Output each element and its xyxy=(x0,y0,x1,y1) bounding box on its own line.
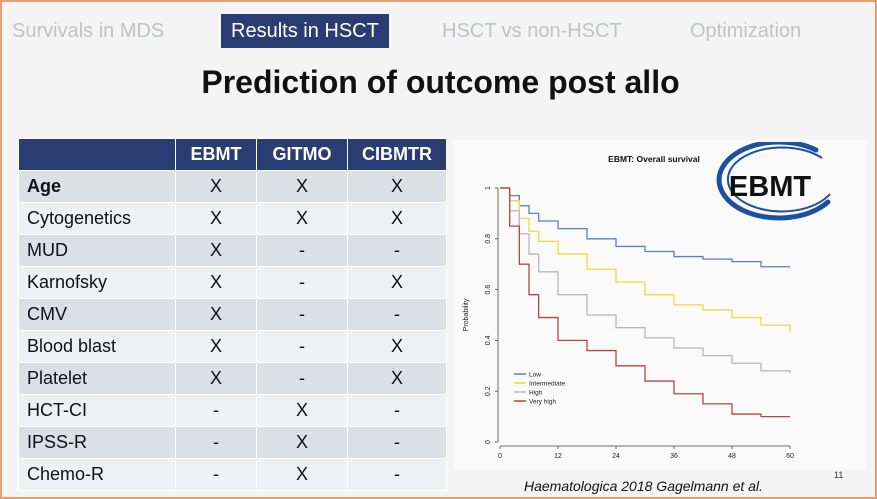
row-label: Blood blast xyxy=(18,330,176,363)
x-tick-label: 12 xyxy=(554,453,562,460)
row-label: Cytogenetics xyxy=(18,202,176,235)
legend-label: Low xyxy=(529,372,541,379)
table-cell: X xyxy=(256,426,348,459)
x-tick-label: 36 xyxy=(670,453,678,460)
x-tick-label: 24 xyxy=(612,453,620,460)
row-label: IPSS-R xyxy=(18,426,176,459)
tab-survivals-in-mds[interactable]: Survivals in MDS xyxy=(12,20,165,42)
table-cell: X xyxy=(347,330,447,363)
y-tick-label: 0.8 xyxy=(485,234,492,244)
table-cell: X xyxy=(256,394,348,427)
overall-survival-chart: EBMT: Overall survival 0 0.2 0.4 0.6 0.8 1 0 12 2… xyxy=(454,140,866,470)
row-label: CMV xyxy=(18,298,176,331)
table-row: IPSS-R - X - xyxy=(18,426,447,459)
table-cell: - xyxy=(347,234,447,267)
table-cell: - xyxy=(347,458,447,491)
tab-hsct-vs-non-hsct[interactable]: HSCT vs non-HSCT xyxy=(442,20,622,42)
table-cell: X xyxy=(175,298,257,331)
table-cell: - xyxy=(256,298,348,331)
row-label: Age xyxy=(18,170,176,203)
table-cell: - xyxy=(347,298,447,331)
table-cell: - xyxy=(175,426,257,459)
row-label: HCT-CI xyxy=(18,394,176,427)
series-line-low xyxy=(500,187,790,268)
legend-label: High xyxy=(529,390,543,397)
ebmt-logo: EBMT xyxy=(716,142,831,221)
table-row: HCT-CI - X - xyxy=(18,394,447,427)
y-tick-label: 0.2 xyxy=(485,386,492,396)
series-line-intermediate xyxy=(500,187,791,333)
table-cell: - xyxy=(175,458,257,491)
table-cell: - xyxy=(347,394,447,427)
row-label: MUD xyxy=(18,234,176,267)
table-cell: X xyxy=(256,170,348,203)
table-row: MUD X - - xyxy=(18,234,447,267)
legend-label: Intermediate xyxy=(529,381,566,388)
table-cell: X xyxy=(175,202,257,235)
table-row: Chemo-R - X - xyxy=(18,458,447,491)
table-cell: X xyxy=(175,170,257,203)
table-cell: - xyxy=(175,394,257,427)
table-cell: X xyxy=(256,202,348,235)
slide-title: Prediction of outcome post allo xyxy=(201,64,680,100)
series-line-high xyxy=(500,187,791,374)
table-cell: X xyxy=(347,266,447,299)
table-row: Platelet X - X xyxy=(18,362,447,395)
header-cell xyxy=(18,138,176,171)
x-tick-label: 0 xyxy=(498,453,502,460)
x-tick-label: 48 xyxy=(728,453,736,460)
table-cell: - xyxy=(256,362,348,395)
page-number: 11 xyxy=(834,470,844,480)
legend-label: Very high xyxy=(529,399,556,406)
y-tick-label: 1 xyxy=(485,186,492,190)
row-label: Chemo-R xyxy=(18,458,176,491)
tab-bar: Survivals in MDS Results in HSCT HSCT vs… xyxy=(4,10,877,50)
table-row: Cytogenetics X X X xyxy=(18,202,447,235)
table-cell: - xyxy=(256,330,348,363)
header-cell-ebmt: EBMT xyxy=(175,138,257,171)
table-cell: X xyxy=(256,458,348,491)
tab-optimization[interactable]: Optimization xyxy=(690,20,802,42)
citation: Haematologica 2018 Gagelmann et al. xyxy=(524,478,763,494)
table-cell: X xyxy=(175,266,257,299)
table-cell: X xyxy=(175,234,257,267)
table-cell: - xyxy=(256,266,348,299)
table-cell: X xyxy=(175,330,257,363)
table-row: CMV X - - xyxy=(18,298,447,331)
y-tick-label: 0.4 xyxy=(485,335,492,345)
header-cell-cibmtr: CIBMTR xyxy=(347,138,447,171)
table-cell: X xyxy=(347,202,447,235)
y-tick-label: 0.6 xyxy=(485,285,492,295)
header-cell-gitmo: GITMO xyxy=(256,138,348,171)
comparison-table: EBMT GITMO CIBMTR Age X X X Cytogenetics X X X M… xyxy=(18,138,447,491)
y-tick-label: 0 xyxy=(485,440,492,444)
series-line-very-high xyxy=(500,187,790,418)
tab-results-in-hsct[interactable]: Results in HSCT xyxy=(221,14,389,48)
table-cell: X xyxy=(347,170,447,203)
table-row: Blood blast X - X xyxy=(18,330,447,363)
ebmt-logo-text: EBMT xyxy=(729,171,811,203)
chart-title: EBMT: Overall survival xyxy=(608,154,700,164)
table-cell: - xyxy=(256,234,348,267)
table-row: Age X X X xyxy=(18,170,447,203)
x-tick-label: 60 xyxy=(786,453,794,460)
y-axis-label: Probability xyxy=(463,298,470,331)
table-row: Karnofsky X - X xyxy=(18,266,447,299)
table-cell: X xyxy=(175,362,257,395)
table-cell: - xyxy=(347,426,447,459)
row-label: Platelet xyxy=(18,362,176,395)
row-label: Karnofsky xyxy=(18,266,176,299)
table-cell: X xyxy=(347,362,447,395)
